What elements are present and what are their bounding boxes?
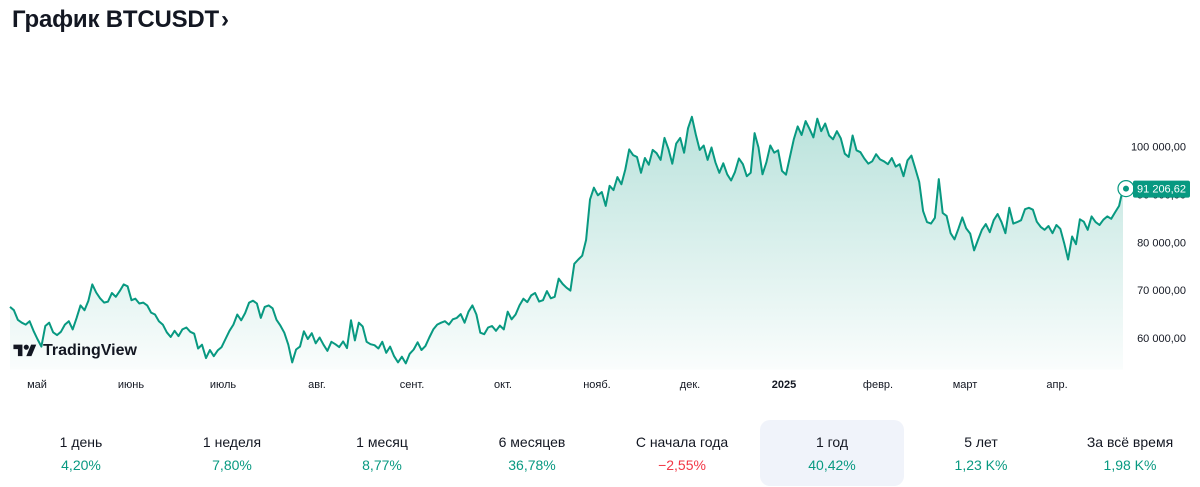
period-change: 8,77% [362, 456, 402, 473]
period-tab-1y[interactable]: 1 год 40,42% [760, 420, 904, 486]
y-axis-tick-label: 100 000,00 [1131, 142, 1186, 154]
chart-title-link[interactable]: График BTCUSDT › [12, 6, 229, 34]
period-tab-1w[interactable]: 1 неделя 7,80% [160, 420, 304, 486]
period-label: 1 год [815, 433, 849, 450]
period-tab-5y[interactable]: 5 лет 1,23 K% [909, 420, 1053, 486]
x-axis-tick-label: февр. [863, 379, 893, 391]
price-line [9, 115, 1124, 365]
x-axis-tick-label: июнь [118, 379, 144, 391]
period-tab-all[interactable]: За всё время 1,98 K% [1058, 420, 1200, 486]
period-tab-ytd[interactable]: С начала года −2,55% [610, 420, 754, 486]
y-axis-tick-label: 80 000,00 [1137, 237, 1186, 249]
period-label: 1 день [59, 433, 103, 450]
x-axis-tick-label: дек. [680, 379, 700, 391]
x-axis-tick-label: июль [210, 379, 237, 391]
period-change: 36,78% [508, 456, 556, 473]
x-axis-tick-label: сент. [400, 379, 425, 391]
last-price-badge [1133, 180, 1190, 198]
period-label: 1 неделя [202, 433, 262, 450]
period-label: С начала года [635, 433, 729, 450]
period-change: 1,98 K% [1103, 456, 1157, 473]
period-label: 6 месяцев [498, 433, 566, 450]
x-axis-tick-label: 2025 [772, 379, 796, 391]
period-label: За всё время [1086, 433, 1174, 450]
x-axis-tick-label: нояб. [583, 379, 611, 391]
y-axis-tick-label: 70 000,00 [1137, 285, 1186, 297]
chevron-right-icon: › [221, 6, 229, 33]
tradingview-logo-text: TradingView [43, 342, 137, 359]
period-change: 7,80% [212, 456, 252, 473]
tradingview-logo[interactable]: TradingView [11, 342, 137, 360]
x-axis-tick-label: апр. [1046, 379, 1067, 391]
tradingview-logo-icon [13, 344, 37, 357]
period-tab-6m[interactable]: 6 месяцев 36,78% [460, 420, 604, 486]
period-change: 40,42% [808, 456, 856, 473]
period-tabs: 1 день 4,20% 1 неделя 7,80% 1 месяц 8,77… [0, 420, 1200, 486]
price-area-fill [10, 116, 1123, 370]
x-axis-tick-label: окт. [494, 379, 512, 391]
page-title: График BTCUSDT [12, 6, 219, 33]
period-label: 1 месяц [356, 433, 408, 450]
period-tab-1m[interactable]: 1 месяц 8,77% [310, 420, 454, 486]
period-change: −2,55% [658, 456, 706, 473]
x-axis-tick-label: авг. [308, 379, 326, 391]
period-tab-1d[interactable]: 1 день 4,20% [9, 420, 153, 486]
x-axis-tick-label: май [27, 379, 47, 391]
period-change: 1,23 K% [954, 456, 1008, 473]
period-label: 5 лет [964, 433, 998, 450]
y-axis-tick-label: 60 000,00 [1137, 333, 1186, 345]
x-axis-tick-label: март [953, 379, 978, 391]
period-change: 4,20% [61, 456, 101, 473]
last-price-marker-dot [1123, 185, 1129, 192]
last-price-label: 91 206,62 [1137, 184, 1186, 196]
